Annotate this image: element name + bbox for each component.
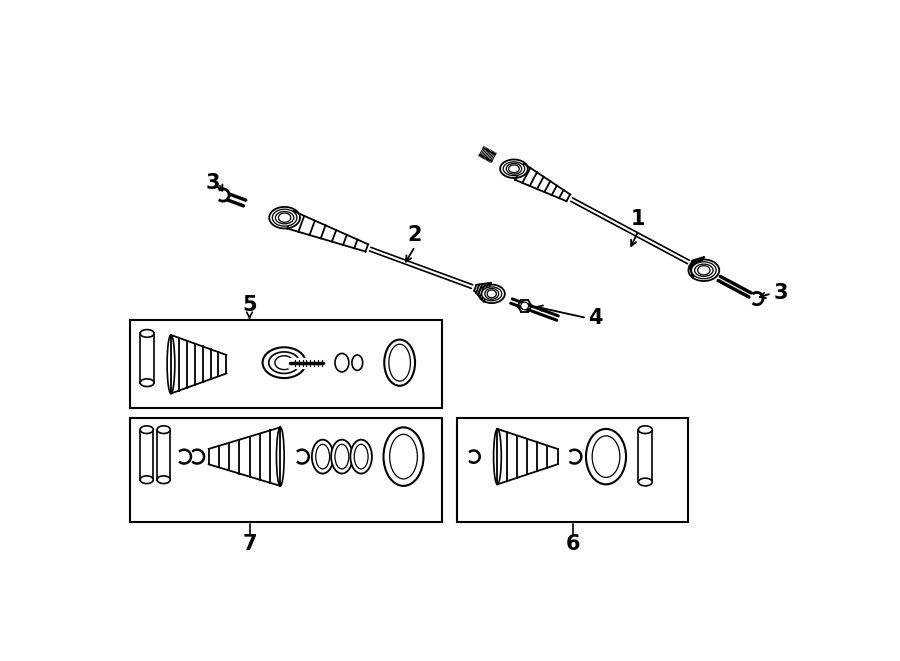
Text: 6: 6 xyxy=(566,533,580,554)
Ellipse shape xyxy=(592,436,620,477)
Ellipse shape xyxy=(269,352,300,373)
Ellipse shape xyxy=(521,302,528,310)
Bar xyxy=(140,430,153,480)
Ellipse shape xyxy=(274,356,293,369)
Ellipse shape xyxy=(390,434,418,479)
Text: 3: 3 xyxy=(205,173,220,192)
Ellipse shape xyxy=(383,428,424,486)
Text: 4: 4 xyxy=(589,308,603,328)
Ellipse shape xyxy=(140,379,154,387)
Ellipse shape xyxy=(335,444,349,469)
Ellipse shape xyxy=(276,428,284,486)
Ellipse shape xyxy=(688,260,719,281)
Ellipse shape xyxy=(335,354,349,372)
Text: 5: 5 xyxy=(242,295,256,315)
Ellipse shape xyxy=(487,290,497,297)
Bar xyxy=(130,319,442,408)
Ellipse shape xyxy=(312,440,333,473)
Ellipse shape xyxy=(479,285,505,303)
Ellipse shape xyxy=(352,355,363,370)
Ellipse shape xyxy=(140,476,153,484)
Ellipse shape xyxy=(316,444,329,469)
Ellipse shape xyxy=(167,335,175,393)
Ellipse shape xyxy=(503,162,525,176)
Bar xyxy=(130,418,442,522)
Ellipse shape xyxy=(493,429,501,485)
Text: 2: 2 xyxy=(408,225,422,245)
Ellipse shape xyxy=(158,476,170,484)
Text: 3: 3 xyxy=(773,284,788,303)
Bar xyxy=(638,430,652,482)
Ellipse shape xyxy=(638,478,652,486)
Ellipse shape xyxy=(638,426,652,434)
Ellipse shape xyxy=(140,426,153,434)
Ellipse shape xyxy=(508,165,519,173)
Ellipse shape xyxy=(586,429,626,485)
Ellipse shape xyxy=(158,426,170,434)
Ellipse shape xyxy=(691,262,716,279)
Ellipse shape xyxy=(140,330,154,337)
Ellipse shape xyxy=(695,264,713,276)
Ellipse shape xyxy=(698,266,710,275)
Ellipse shape xyxy=(500,159,527,178)
Ellipse shape xyxy=(485,288,499,299)
Ellipse shape xyxy=(263,347,306,378)
Bar xyxy=(158,430,170,480)
Bar xyxy=(140,333,154,383)
Text: 7: 7 xyxy=(242,533,256,554)
Ellipse shape xyxy=(350,440,372,473)
Ellipse shape xyxy=(275,212,293,224)
Ellipse shape xyxy=(355,444,368,469)
Ellipse shape xyxy=(278,213,291,222)
Ellipse shape xyxy=(269,207,300,229)
Ellipse shape xyxy=(384,340,415,386)
Ellipse shape xyxy=(507,163,522,174)
Bar xyxy=(457,418,688,522)
Ellipse shape xyxy=(273,210,297,226)
Text: 1: 1 xyxy=(631,210,645,229)
Ellipse shape xyxy=(482,287,502,301)
Ellipse shape xyxy=(331,440,353,473)
Ellipse shape xyxy=(389,344,410,381)
